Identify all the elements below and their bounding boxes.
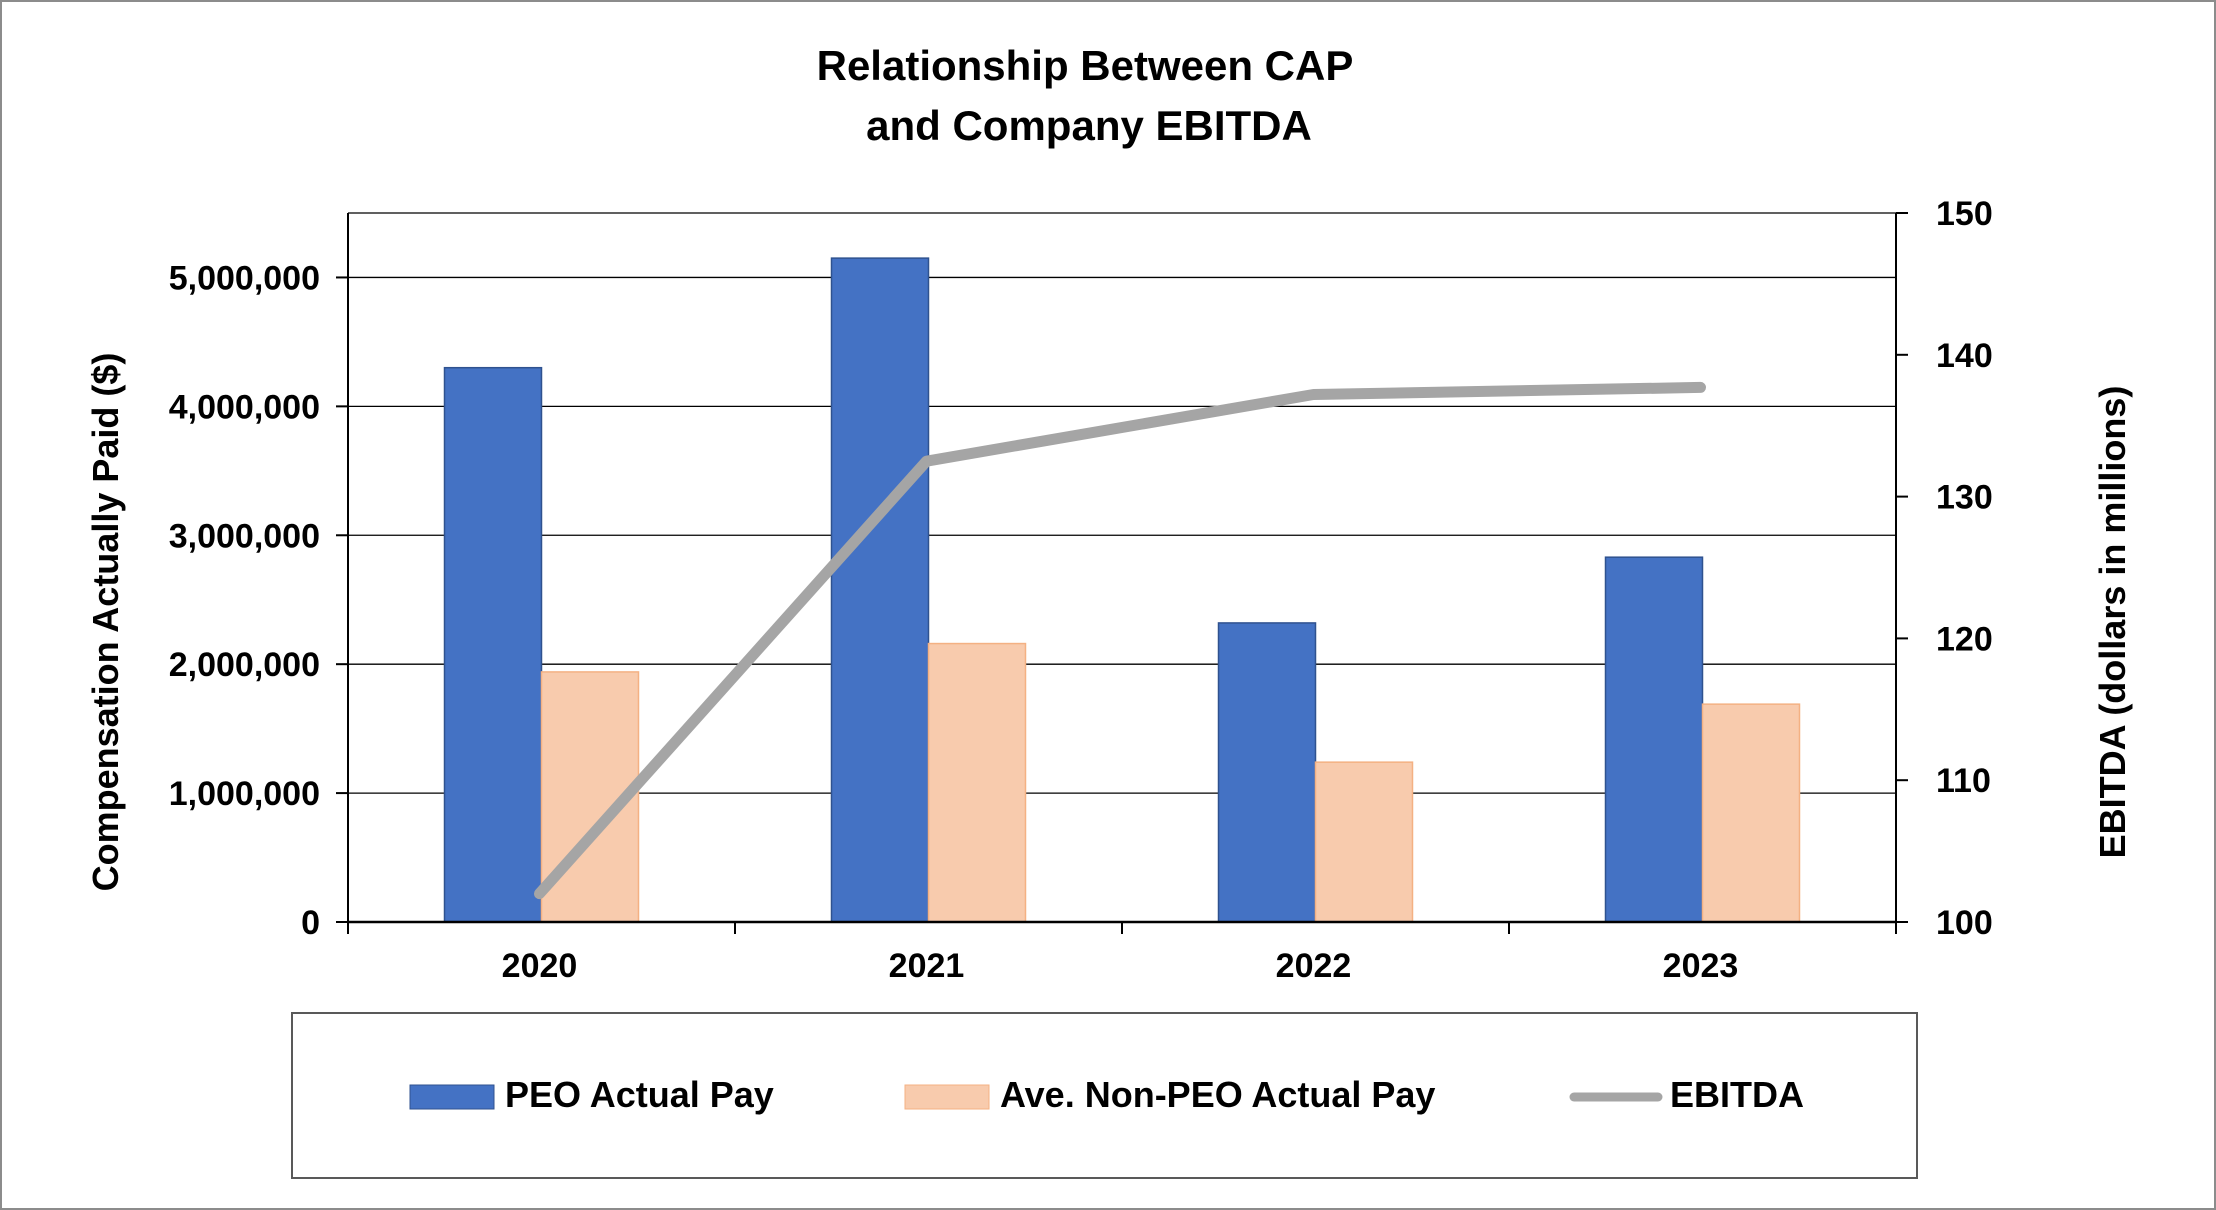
left-axis-ticks: 0 1,000,000 2,000,000 3,000,000 4,000,000 5,0… [169,259,348,942]
right-tick-label-3: 130 [1936,479,1993,517]
legend-swatch-non-peo [904,1084,990,1110]
bar-non-peo-2022 [1314,761,1414,923]
chart-title-line-1: Relationship Between CAP [817,42,1354,89]
left-tick-label-3: 3,000,000 [169,517,320,555]
left-tick-label-4: 4,000,000 [169,388,320,426]
x-tick-label-2023: 2023 [1663,947,1739,985]
legend-swatch-peo [409,1084,495,1110]
bar-peo-2021 [830,257,930,923]
bar-non-peo-2021 [927,642,1027,923]
chart-title-line-2: and Company EBITDA [866,102,1312,149]
x-tick-label-2021: 2021 [889,947,965,985]
bar-peo-2020 [443,366,543,923]
left-tick-label-2: 2,000,000 [169,646,320,684]
right-tick-label-1: 110 [1936,762,1991,800]
bars [443,257,1801,923]
left-tick-label-0: 0 [301,904,320,942]
right-axis-ticks: 100 110 120 130 140 150 [1896,195,1993,942]
x-axis-ticks: 2020 2021 2022 2023 [347,922,1897,985]
bar-peo-2023 [1604,556,1704,923]
left-tick-label-1: 1,000,000 [169,775,320,813]
x-tick-label-2022: 2022 [1276,947,1352,985]
right-tick-label-2: 120 [1936,620,1993,658]
legend-label-non-peo: Ave. Non-PEO Actual Pay [1000,1074,1435,1115]
bar-peo-2022 [1217,622,1317,923]
x-tick-label-2020: 2020 [502,947,578,985]
right-tick-label-4: 140 [1936,337,1993,375]
ebitda-line [534,381,1706,900]
left-axis-title: Compensation Actually Paid ($) [85,353,126,892]
legend-label-ebitda: EBITDA [1670,1074,1804,1115]
left-tick-label-5: 5,000,000 [169,259,320,297]
legend: PEO Actual Pay Ave. Non-PEO Actual Pay E… [291,1012,1918,1179]
right-tick-label-5: 150 [1936,195,1993,233]
ebitda-line-layer [534,381,1706,900]
right-tick-label-0: 100 [1936,904,1993,942]
bar-non-peo-2023 [1701,703,1801,923]
legend-label-peo: PEO Actual Pay [505,1074,774,1115]
right-axis-title: EBITDA (dollars in millions) [2092,386,2133,859]
chart-title: Relationship Between CAP and Company EBI… [817,42,1354,149]
